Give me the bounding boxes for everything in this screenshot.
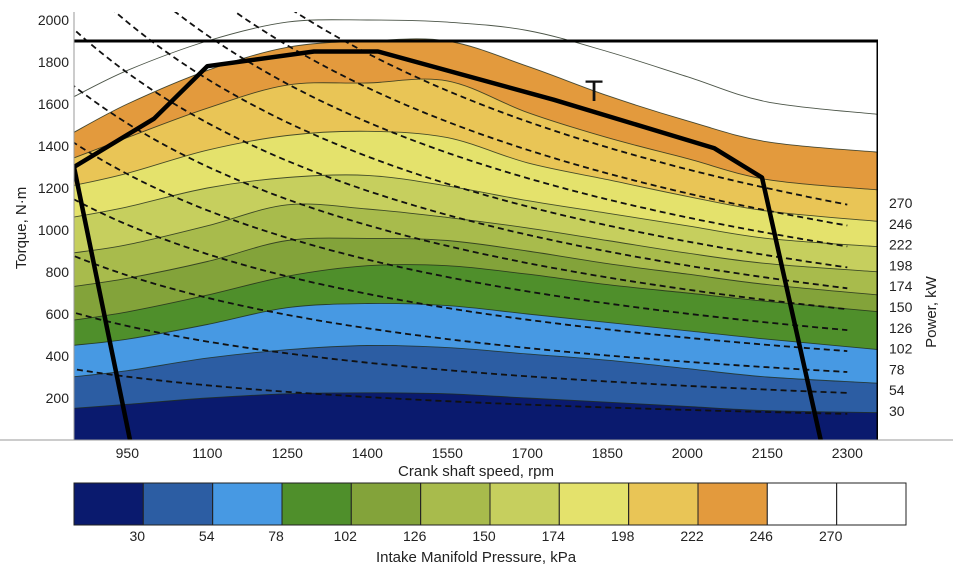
- torque-annotation: T: [585, 75, 603, 108]
- power-line-30: [74, 368, 848, 415]
- y-tick-label: 1000: [38, 222, 69, 238]
- power-line-54: [74, 311, 848, 394]
- y-tick-label: 800: [46, 264, 70, 280]
- contour-102: [74, 264, 878, 321]
- colorbar-tick-label: 198: [611, 528, 635, 544]
- contour-150: [74, 203, 878, 273]
- x-tick-label: 1400: [352, 445, 383, 461]
- y-tick-labels: 200 400 600 800 1000 1200 1400 1600 1800 2000: [38, 12, 69, 406]
- power-axis-label: Power, kW: [923, 275, 940, 348]
- x-tick-label: 1250: [272, 445, 303, 461]
- x-tick-label: 1700: [512, 445, 543, 461]
- contour-78: [74, 302, 878, 350]
- colorbar-tick-label: 174: [542, 528, 566, 544]
- min-speed-line: [74, 166, 133, 440]
- y-tick-label: 2000: [38, 12, 69, 28]
- colorbar-swatch: [142, 482, 214, 526]
- colorbar-tick-label: 102: [334, 528, 358, 544]
- power-label: 222: [889, 237, 913, 253]
- power-label: 246: [889, 216, 913, 232]
- power-label: 126: [889, 320, 913, 336]
- colorbar-swatch: [558, 482, 630, 526]
- x-tick-label: 1100: [192, 445, 222, 461]
- power-label: 30: [889, 403, 905, 419]
- x-tick-labels: 950 1100 1250 1400 1550 1700 1850 2000 2150 2300: [116, 445, 863, 461]
- power-line-126: [74, 141, 848, 331]
- colorbar-label: Intake Manifold Pressure, kPa: [376, 549, 577, 566]
- colorbar-tick-label: 270: [819, 528, 843, 544]
- x-tick-label: 1550: [432, 445, 463, 461]
- contour-270: [74, 19, 878, 115]
- x-tick-label: 1850: [592, 445, 623, 461]
- contour-54: [74, 344, 878, 384]
- colorbar-tick-label: 222: [680, 528, 704, 544]
- colorbar-swatch: [420, 482, 491, 526]
- colorbar-swatch: [697, 482, 768, 526]
- pressure-contour-lines: [74, 19, 878, 414]
- contour-126: [74, 237, 878, 296]
- colorbar-swatch: [73, 482, 144, 526]
- colorbar-swatch: [281, 482, 352, 526]
- contour-198: [74, 130, 878, 222]
- power-line-78: [74, 255, 848, 373]
- power-line-102: [74, 198, 848, 352]
- colorbar-tick-label: 150: [472, 528, 496, 544]
- colorbar-swatch: [628, 482, 699, 526]
- power-line-246: [233, 12, 848, 227]
- x-tick-label: 2000: [672, 445, 703, 461]
- y-tick-label: 1200: [38, 180, 69, 196]
- colorbar-tick-label: 78: [268, 528, 284, 544]
- power-label: 150: [889, 299, 913, 315]
- colorbar-tick-label: 126: [403, 528, 427, 544]
- colorbar-tick-labels: 30 54 78 102 126 150 174 198 222 246 270: [130, 528, 843, 544]
- power-label: 198: [889, 257, 913, 273]
- x-tick-label: 2300: [832, 445, 863, 461]
- y-tick-label: 600: [46, 306, 70, 322]
- power-line-198: [114, 12, 848, 269]
- x-axis-label: Crank shaft speed, rpm: [398, 463, 554, 480]
- x-tick-label: 950: [116, 445, 140, 461]
- power-line-150: [74, 84, 848, 311]
- power-line-270: [293, 12, 848, 206]
- power-label: 54: [889, 382, 905, 398]
- y-tick-label: 1800: [38, 54, 69, 70]
- contour-30: [74, 392, 878, 414]
- power-label: 270: [889, 195, 913, 211]
- y-tick-label: 200: [46, 390, 70, 406]
- band-below-30: [74, 392, 878, 440]
- torque-envelope: [74, 39, 878, 440]
- power-line-174: [74, 28, 848, 290]
- contour-246: [74, 38, 878, 153]
- colorbar-tick-label: 54: [199, 528, 215, 544]
- colorbar-swatch: [489, 482, 560, 526]
- y-axis-label: Torque, N·m: [13, 187, 30, 270]
- y-tick-label: 400: [46, 348, 70, 364]
- torque-curve: [74, 49, 823, 440]
- top-limit-line: [74, 39, 878, 440]
- colorbar: [73, 482, 907, 526]
- colorbar-swatch: [350, 482, 422, 526]
- power-labels: 270 246 222 198 174 150 126 102 78 54 30: [889, 195, 913, 419]
- colorbar-swatch: [766, 482, 838, 526]
- colorbar-tick-label: 30: [130, 528, 146, 544]
- power-label: 174: [889, 278, 913, 294]
- power-label: 78: [889, 361, 905, 377]
- contour-222: [74, 78, 878, 191]
- colorbar-tick-label: 246: [750, 528, 774, 544]
- y-tick-label: 1600: [38, 96, 69, 112]
- power-line-222: [173, 12, 848, 248]
- colorbar-swatch: [212, 482, 283, 526]
- y-tick-label: 1400: [38, 138, 69, 154]
- power-label: 102: [889, 341, 913, 357]
- x-tick-label: 2150: [752, 445, 783, 461]
- power-lines: [74, 12, 848, 415]
- colorbar-swatch: [836, 482, 907, 526]
